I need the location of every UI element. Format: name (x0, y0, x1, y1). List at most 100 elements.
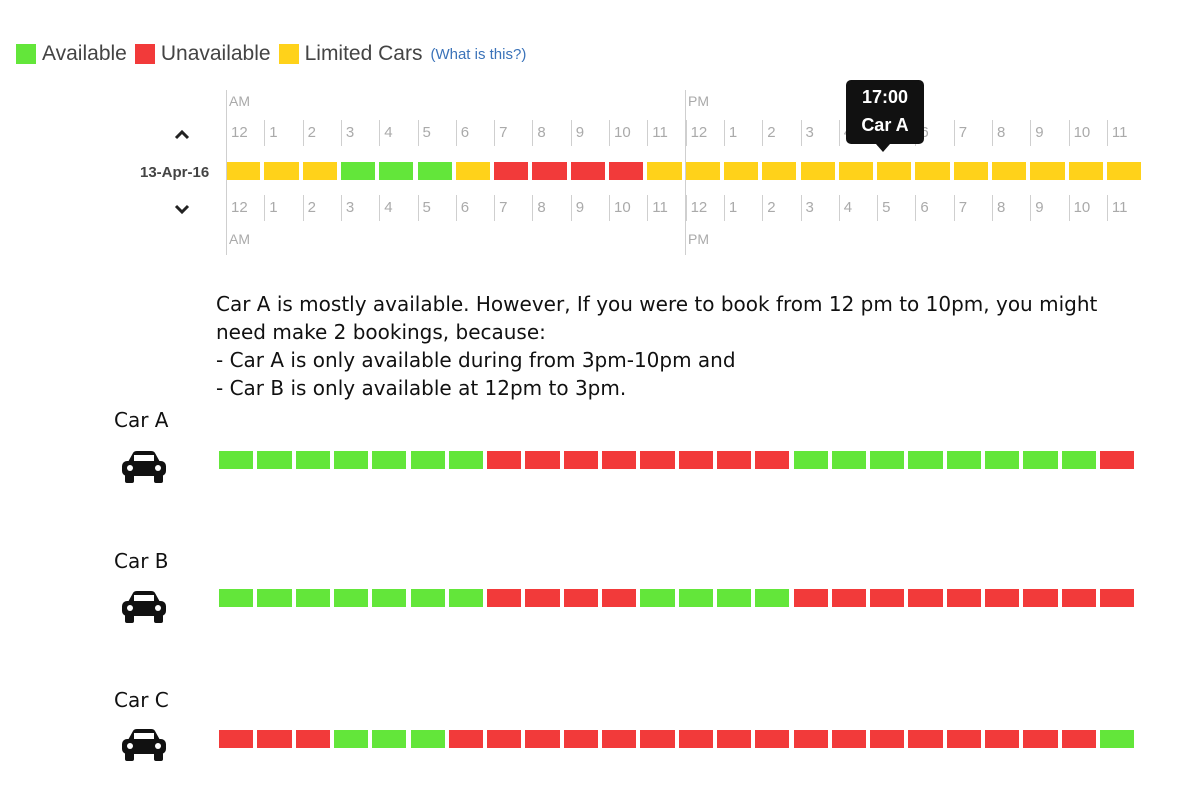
car-slot-unavailable[interactable] (640, 730, 675, 748)
car-slot-unavailable[interactable] (487, 730, 522, 748)
car-slot-unavailable[interactable] (1023, 730, 1058, 748)
car-slot-unavailable[interactable] (257, 730, 292, 748)
car-slot-unavailable[interactable] (602, 730, 637, 748)
car-slot-available[interactable] (678, 589, 713, 607)
timeline-slot-unavailable[interactable] (494, 162, 529, 180)
car-slot-available[interactable] (333, 730, 369, 748)
timeline-slot-limited[interactable] (1030, 162, 1065, 180)
car-slot-available[interactable] (908, 451, 943, 469)
car-slot-unavailable[interactable] (563, 451, 598, 469)
car-slot-unavailable[interactable] (716, 451, 752, 469)
timeline-slot-limited[interactable] (992, 162, 1027, 180)
car-slot-unavailable[interactable] (525, 730, 560, 748)
what-is-this-link[interactable]: (What is this?) (430, 45, 527, 63)
car-slot-unavailable[interactable] (793, 730, 828, 748)
car-slot-available[interactable] (219, 451, 254, 469)
car-slot-unavailable[interactable] (946, 730, 981, 748)
car-slot-available[interactable] (755, 589, 790, 607)
car-slot-available[interactable] (333, 451, 369, 469)
timeline-slot-limited[interactable] (647, 162, 682, 180)
car-slot-unavailable[interactable] (908, 589, 943, 607)
car-slot-available[interactable] (372, 589, 407, 607)
car-slot-unavailable[interactable] (219, 730, 254, 748)
car-slot-available[interactable] (831, 451, 867, 469)
timeline-slot-limited[interactable] (1106, 162, 1142, 180)
car-slot-unavailable[interactable] (831, 589, 867, 607)
car-slot-unavailable[interactable] (1099, 589, 1135, 607)
timeline-slot-limited[interactable] (455, 162, 491, 180)
timeline-slot-limited[interactable] (685, 162, 720, 180)
timeline-slot-limited[interactable] (838, 162, 874, 180)
car-slot-available[interactable] (716, 589, 752, 607)
car-slot-available[interactable] (1023, 451, 1058, 469)
timeline-slot-unavailable[interactable] (532, 162, 567, 180)
car-slot-unavailable[interactable] (985, 589, 1020, 607)
car-slot-unavailable[interactable] (870, 730, 905, 748)
timeline-slot-limited[interactable] (264, 162, 299, 180)
timeline-slot-unavailable[interactable] (570, 162, 605, 180)
timeline-slot-available[interactable] (417, 162, 452, 180)
car-slot-unavailable[interactable] (678, 451, 713, 469)
timeline-slot-limited[interactable] (723, 162, 759, 180)
car-slot-unavailable[interactable] (1061, 589, 1096, 607)
car-slot-available[interactable] (257, 451, 292, 469)
car-slot-available[interactable] (448, 589, 484, 607)
car-slot-available[interactable] (295, 451, 330, 469)
car-slot-available[interactable] (793, 451, 828, 469)
car-slot-unavailable[interactable] (563, 589, 598, 607)
car-slot-unavailable[interactable] (793, 589, 828, 607)
timeline-slot-limited[interactable] (953, 162, 988, 180)
timeline-slot-limited[interactable] (1068, 162, 1103, 180)
timeline-slot-unavailable[interactable] (609, 162, 644, 180)
car-slot-available[interactable] (946, 451, 981, 469)
car-slot-unavailable[interactable] (831, 730, 867, 748)
car-slot-unavailable[interactable] (908, 730, 943, 748)
car-slot-available[interactable] (333, 589, 369, 607)
car-slot-unavailable[interactable] (985, 730, 1020, 748)
timeline-slot-available[interactable] (379, 162, 414, 180)
car-slot-unavailable[interactable] (640, 451, 675, 469)
car-slot-unavailable[interactable] (563, 730, 598, 748)
timeline-slot-limited[interactable] (762, 162, 797, 180)
car-slot-unavailable[interactable] (678, 730, 713, 748)
car-slot-available[interactable] (1061, 451, 1096, 469)
timeline-slot-limited[interactable] (877, 162, 912, 180)
timeline-slot-limited[interactable] (226, 162, 261, 180)
car-slot-unavailable[interactable] (602, 589, 637, 607)
bottom-hour-tick: 8 (532, 195, 546, 221)
next-day-button[interactable] (172, 200, 192, 221)
car-slot-available[interactable] (640, 589, 675, 607)
car-slot-unavailable[interactable] (525, 589, 560, 607)
car-slot-unavailable[interactable] (870, 589, 905, 607)
car-slot-unavailable[interactable] (946, 589, 981, 607)
car-slot-unavailable[interactable] (716, 730, 752, 748)
car-slot-unavailable[interactable] (602, 451, 637, 469)
car-slot-unavailable[interactable] (1099, 451, 1135, 469)
timeline-slot-limited[interactable] (915, 162, 950, 180)
car-slot-available[interactable] (372, 730, 407, 748)
car-slot-available[interactable] (257, 589, 292, 607)
car-slot-unavailable[interactable] (1061, 730, 1096, 748)
car-slot-available[interactable] (410, 451, 445, 469)
car-slot-unavailable[interactable] (448, 730, 484, 748)
car-slot-available[interactable] (410, 589, 445, 607)
car-slot-unavailable[interactable] (755, 451, 790, 469)
car-slot-unavailable[interactable] (487, 589, 522, 607)
car-slot-unavailable[interactable] (295, 730, 330, 748)
timeline-slot-available[interactable] (340, 162, 376, 180)
car-slot-unavailable[interactable] (755, 730, 790, 748)
timeline-slot-limited[interactable] (302, 162, 337, 180)
car-slot-unavailable[interactable] (525, 451, 560, 469)
timeline-slot-limited[interactable] (800, 162, 835, 180)
car-slot-available[interactable] (1099, 730, 1135, 748)
car-slot-available[interactable] (372, 451, 407, 469)
car-slot-available[interactable] (410, 730, 445, 748)
car-slot-available[interactable] (219, 589, 254, 607)
previous-day-button[interactable] (172, 124, 192, 145)
car-slot-available[interactable] (870, 451, 905, 469)
car-slot-available[interactable] (295, 589, 330, 607)
car-slot-available[interactable] (448, 451, 484, 469)
car-slot-available[interactable] (985, 451, 1020, 469)
car-slot-unavailable[interactable] (487, 451, 522, 469)
car-slot-unavailable[interactable] (1023, 589, 1058, 607)
